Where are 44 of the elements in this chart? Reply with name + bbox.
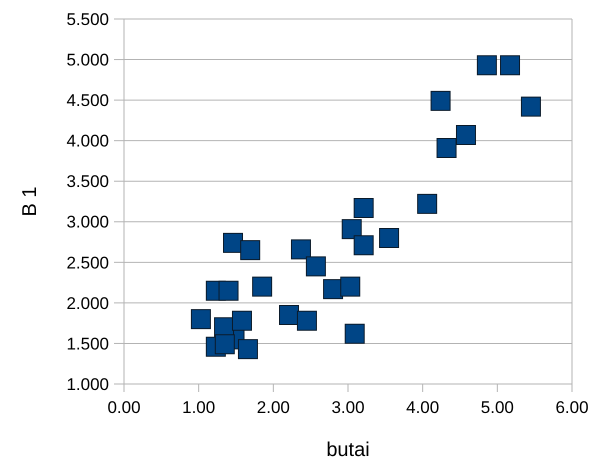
y-axis-title: B 1 bbox=[19, 186, 41, 217]
y-tick-label: 5.000 bbox=[66, 50, 109, 70]
point bbox=[252, 276, 272, 297]
y-tick-label: 1.500 bbox=[66, 334, 109, 354]
point bbox=[342, 219, 362, 240]
y-tick-label: 4.000 bbox=[66, 132, 109, 151]
point bbox=[476, 55, 497, 76]
point bbox=[430, 90, 451, 111]
x-tick-label: 6.00 bbox=[555, 398, 589, 417]
point bbox=[214, 334, 235, 354]
y-tick-label: 5.500 bbox=[66, 10, 109, 29]
point bbox=[456, 124, 476, 145]
point bbox=[279, 305, 300, 326]
point bbox=[223, 232, 244, 253]
x-axis-title: butai bbox=[326, 439, 370, 461]
point bbox=[500, 55, 520, 76]
point bbox=[190, 309, 211, 330]
x-tick-label: 1.00 bbox=[182, 398, 216, 417]
point bbox=[240, 240, 260, 260]
y-tick-label: 3.000 bbox=[66, 212, 109, 232]
x-tick-label: 3.00 bbox=[331, 398, 365, 417]
point bbox=[238, 339, 258, 360]
y-tick-label: 4.500 bbox=[66, 91, 109, 110]
point bbox=[417, 194, 438, 214]
point bbox=[306, 256, 326, 276]
point bbox=[340, 276, 360, 297]
x-tick-label: 4.00 bbox=[406, 398, 440, 417]
point bbox=[218, 280, 239, 301]
y-tick-label: 3.500 bbox=[66, 172, 109, 192]
point bbox=[354, 198, 374, 218]
point bbox=[354, 235, 374, 256]
x-tick-label: 5.00 bbox=[480, 398, 514, 417]
y-tick-label: 1.000 bbox=[66, 374, 109, 394]
point bbox=[290, 239, 311, 260]
point bbox=[296, 310, 317, 331]
point bbox=[232, 310, 252, 331]
point bbox=[436, 138, 457, 158]
x-tick-label: 2.00 bbox=[256, 398, 290, 417]
point bbox=[520, 96, 541, 117]
x-tick-label: 0.00 bbox=[107, 398, 141, 417]
y-tick-label: 2.000 bbox=[66, 294, 109, 313]
point bbox=[379, 228, 400, 248]
point bbox=[344, 324, 365, 344]
y-tick-label: 2.500 bbox=[66, 253, 109, 272]
